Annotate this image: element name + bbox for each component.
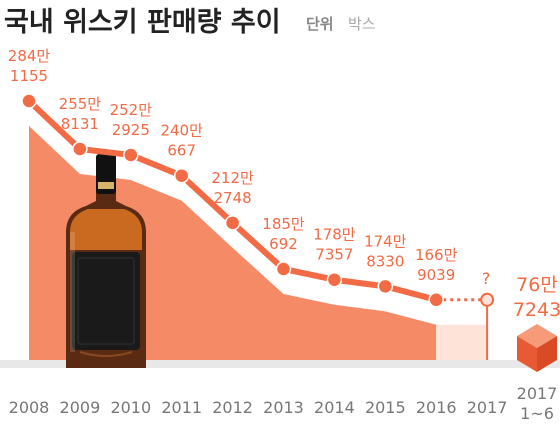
data-label-line2: 1155 xyxy=(10,67,48,85)
x-tick-label-partial-line2: 1~6 xyxy=(520,404,554,423)
data-label-line1: 178만 xyxy=(313,226,356,244)
baseline xyxy=(0,360,560,368)
data-point xyxy=(173,167,190,184)
data-point xyxy=(21,93,37,109)
x-tick-label: 2012 xyxy=(212,398,253,417)
bottle-highlight xyxy=(70,232,75,352)
bottle-label-border xyxy=(77,257,135,345)
x-tick-label: 2011 xyxy=(161,398,202,417)
data-point xyxy=(326,271,343,288)
whisky-bottle-icon xyxy=(66,154,146,368)
data-label-line1: 166만 xyxy=(415,246,458,264)
unit-value: 박스 xyxy=(348,15,376,33)
data-label-line1: 252만 xyxy=(110,101,153,119)
data-point xyxy=(428,292,444,308)
data-point xyxy=(123,147,139,163)
projection-point xyxy=(480,292,495,307)
cube-left xyxy=(517,336,537,372)
data-labels: 284만 1155 255만 8131 252만 2925 240만 667 212만 2748 1… xyxy=(8,47,560,321)
box-cube-icon xyxy=(517,324,557,372)
x-tick-labels: 2008 2009 2010 2011 2012 2013 2014 2015 2016 2017… xyxy=(9,384,558,423)
x-tick-label: 2016 xyxy=(416,398,457,417)
x-tick-label: 2015 xyxy=(365,398,406,417)
projection-area xyxy=(436,324,488,360)
bottle-shoulder xyxy=(70,209,142,250)
x-tick-label: 2014 xyxy=(314,398,355,417)
data-point xyxy=(72,141,88,157)
data-label-line1: 212만 xyxy=(211,169,254,187)
x-tick-label: 2017 xyxy=(467,398,508,417)
partial-value-line2: 7243 xyxy=(513,299,560,321)
x-tick-label: 2009 xyxy=(60,398,101,417)
data-label-line1: 185만 xyxy=(262,215,305,233)
partial-value-line1: 76만 xyxy=(516,274,558,296)
cube-right xyxy=(537,336,557,372)
data-label-line1: 240만 xyxy=(160,122,203,140)
x-tick-label: 2010 xyxy=(110,398,151,417)
data-label-line2: 667 xyxy=(167,142,196,160)
chart-title: 국내 위스키 판매량 추이 xyxy=(4,7,281,38)
data-point xyxy=(377,278,394,295)
data-label-line1: 174만 xyxy=(364,232,407,250)
data-label-line2: 7357 xyxy=(315,246,353,264)
data-label-line2: 2925 xyxy=(112,121,150,139)
data-label-line1: 255만 xyxy=(59,95,102,113)
data-point xyxy=(275,261,292,277)
data-label-unknown: ? xyxy=(482,269,491,288)
data-label-line2: 2748 xyxy=(214,189,252,207)
data-label-line2: 692 xyxy=(269,235,298,253)
bottle-neck-band xyxy=(98,182,114,189)
data-point xyxy=(224,215,241,231)
x-tick-label: 2013 xyxy=(263,398,304,417)
x-tick-label: 2008 xyxy=(9,398,50,417)
data-label-line2: 9039 xyxy=(417,266,455,284)
x-tick-label-partial-line1: 2017 xyxy=(517,384,558,403)
bottle-label xyxy=(72,252,140,350)
unit-label: 단위 xyxy=(306,15,334,33)
bottle-base-shine xyxy=(79,351,133,357)
data-label-line2: 8131 xyxy=(61,115,99,133)
data-label-line1: 284만 xyxy=(8,47,51,65)
line-layer xyxy=(21,93,495,360)
data-label-line2: 8330 xyxy=(366,252,404,270)
